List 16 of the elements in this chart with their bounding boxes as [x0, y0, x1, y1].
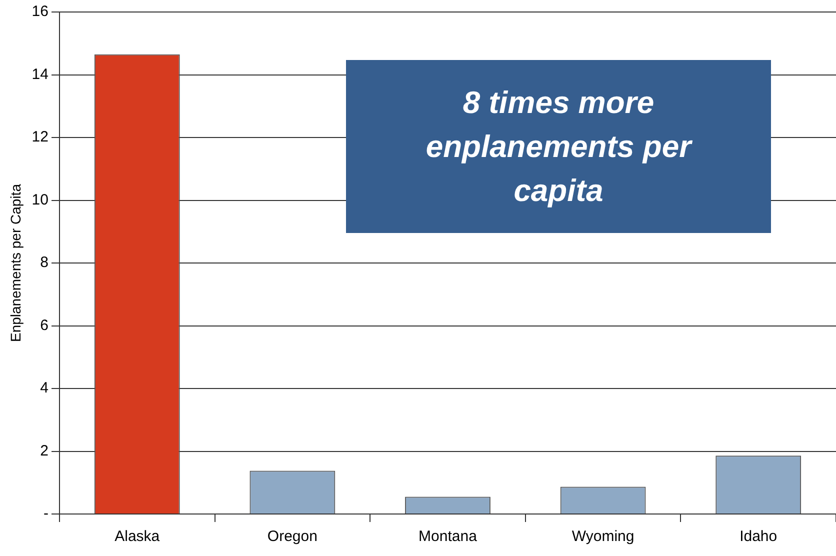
y-tick-label: 2 — [40, 442, 48, 460]
y-tick-label: - — [43, 505, 48, 522]
y-tick-label: 4 — [40, 380, 48, 397]
x-tick-label: Idaho — [740, 528, 778, 546]
y-tick-label: 6 — [40, 316, 48, 334]
y-tick-label: 16 — [32, 3, 48, 20]
x-tick-label: Alaska — [114, 528, 160, 546]
x-tick-label: Wyoming — [572, 528, 634, 546]
y-tick-label: 10 — [32, 191, 48, 208]
y-tick-label: 8 — [40, 254, 48, 272]
y-tick-label: 14 — [32, 66, 48, 83]
y-tick-label: 12 — [32, 128, 48, 146]
y-axis-title: Enplanements per Capita — [7, 184, 24, 342]
callout-box: 8 times more enplanements per capita — [346, 60, 771, 233]
x-tick-label: Montana — [418, 528, 478, 546]
x-tick-label: Oregon — [267, 528, 318, 546]
